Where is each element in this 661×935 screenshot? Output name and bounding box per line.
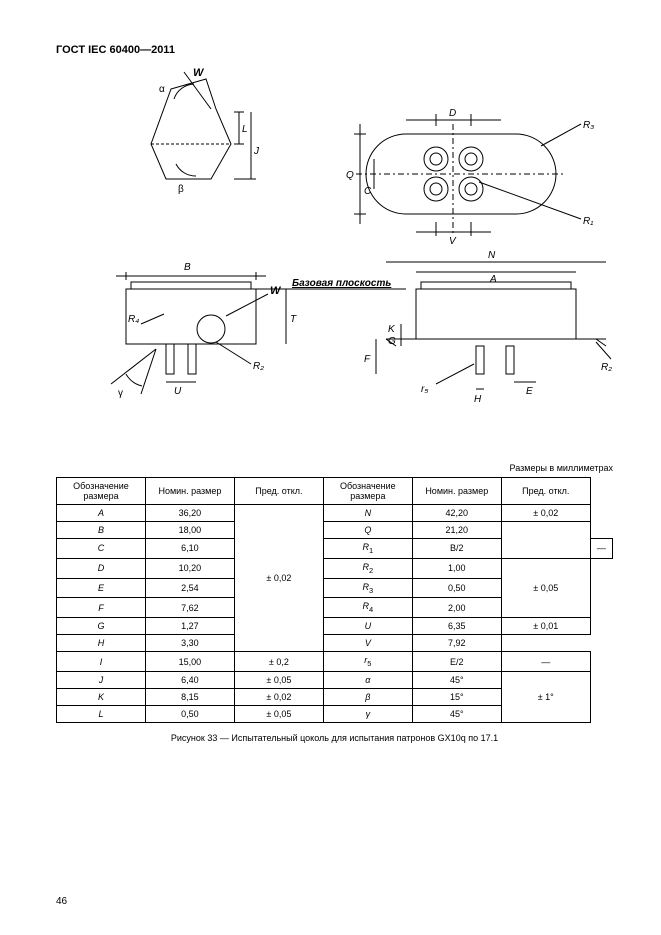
svg-text:J: J [253, 146, 260, 157]
doc-header: ГОСТ IEC 60400—2011 [56, 44, 613, 56]
table-row: H3,30V7,92 [57, 635, 613, 652]
svg-text:C: C [364, 186, 372, 197]
figure-caption: Рисунок 33 — Испытательный цоколь для ис… [56, 733, 613, 743]
table-row: J6,40± 0,05α45°± 1° [57, 671, 613, 688]
svg-text:Q: Q [346, 170, 354, 181]
table-row: B18,00Q21,20 [57, 522, 613, 539]
col-left-nom: Номин. размер [145, 478, 234, 505]
units-caption: Размеры в миллиметрах [56, 463, 613, 473]
table-row: D10,20R21,00± 0,05 [57, 558, 613, 578]
svg-text:D: D [449, 108, 456, 119]
svg-text:T: T [290, 314, 297, 325]
svg-text:U: U [174, 386, 182, 397]
diagram-bottom-right: N A K G F r₅ H E [364, 250, 612, 405]
svg-text:α: α [159, 84, 165, 95]
svg-text:R₄: R₄ [128, 314, 139, 325]
svg-text:β: β [178, 184, 184, 195]
svg-text:K: K [388, 324, 396, 335]
dimensions-table: Обозначение размера Номин. размер Пред. … [56, 477, 613, 723]
svg-text:B: B [184, 262, 191, 273]
svg-text:γ: γ [118, 388, 123, 399]
diagram-top-left: W α L J β [151, 67, 260, 195]
page-number: 46 [56, 896, 67, 907]
svg-text:A: A [489, 274, 497, 285]
svg-text:W: W [193, 67, 205, 79]
svg-text:r₅: r₅ [421, 384, 428, 395]
col-right-desig: Обозначение размера [323, 478, 412, 505]
technical-diagram: W α L J β D [56, 64, 613, 459]
col-left-desig: Обозначение размера [57, 478, 146, 505]
base-plane-label: Базовая плоскость [292, 278, 391, 289]
svg-text:N: N [488, 250, 496, 261]
svg-text:W: W [270, 285, 282, 297]
svg-text:F: F [364, 354, 371, 365]
svg-text:R₃: R₃ [583, 120, 594, 131]
svg-text:H: H [474, 394, 482, 405]
col-right-nom: Номин. размер [412, 478, 501, 505]
col-left-tol: Пред. откл. [234, 478, 323, 505]
diagram-top-right: D V Q C R₃ R₁ [346, 108, 594, 247]
svg-text:R₂: R₂ [253, 361, 264, 372]
svg-text:V: V [449, 236, 457, 247]
table-row: A36,20± 0,02N42,20± 0,02 [57, 505, 613, 522]
svg-text:E: E [526, 386, 533, 397]
svg-text:R₁: R₁ [583, 216, 593, 227]
col-right-tol: Пред. откл. [501, 478, 590, 505]
table-row: I15,00± 0,2r5E/2— [57, 652, 613, 672]
svg-text:G: G [388, 336, 396, 347]
diagram-bottom-left: B W R₄ R₂ U γ T [111, 262, 406, 399]
table-row: G1,27U6,35± 0,01 [57, 618, 613, 635]
svg-text:L: L [242, 124, 248, 135]
svg-text:R₂: R₂ [601, 362, 612, 373]
